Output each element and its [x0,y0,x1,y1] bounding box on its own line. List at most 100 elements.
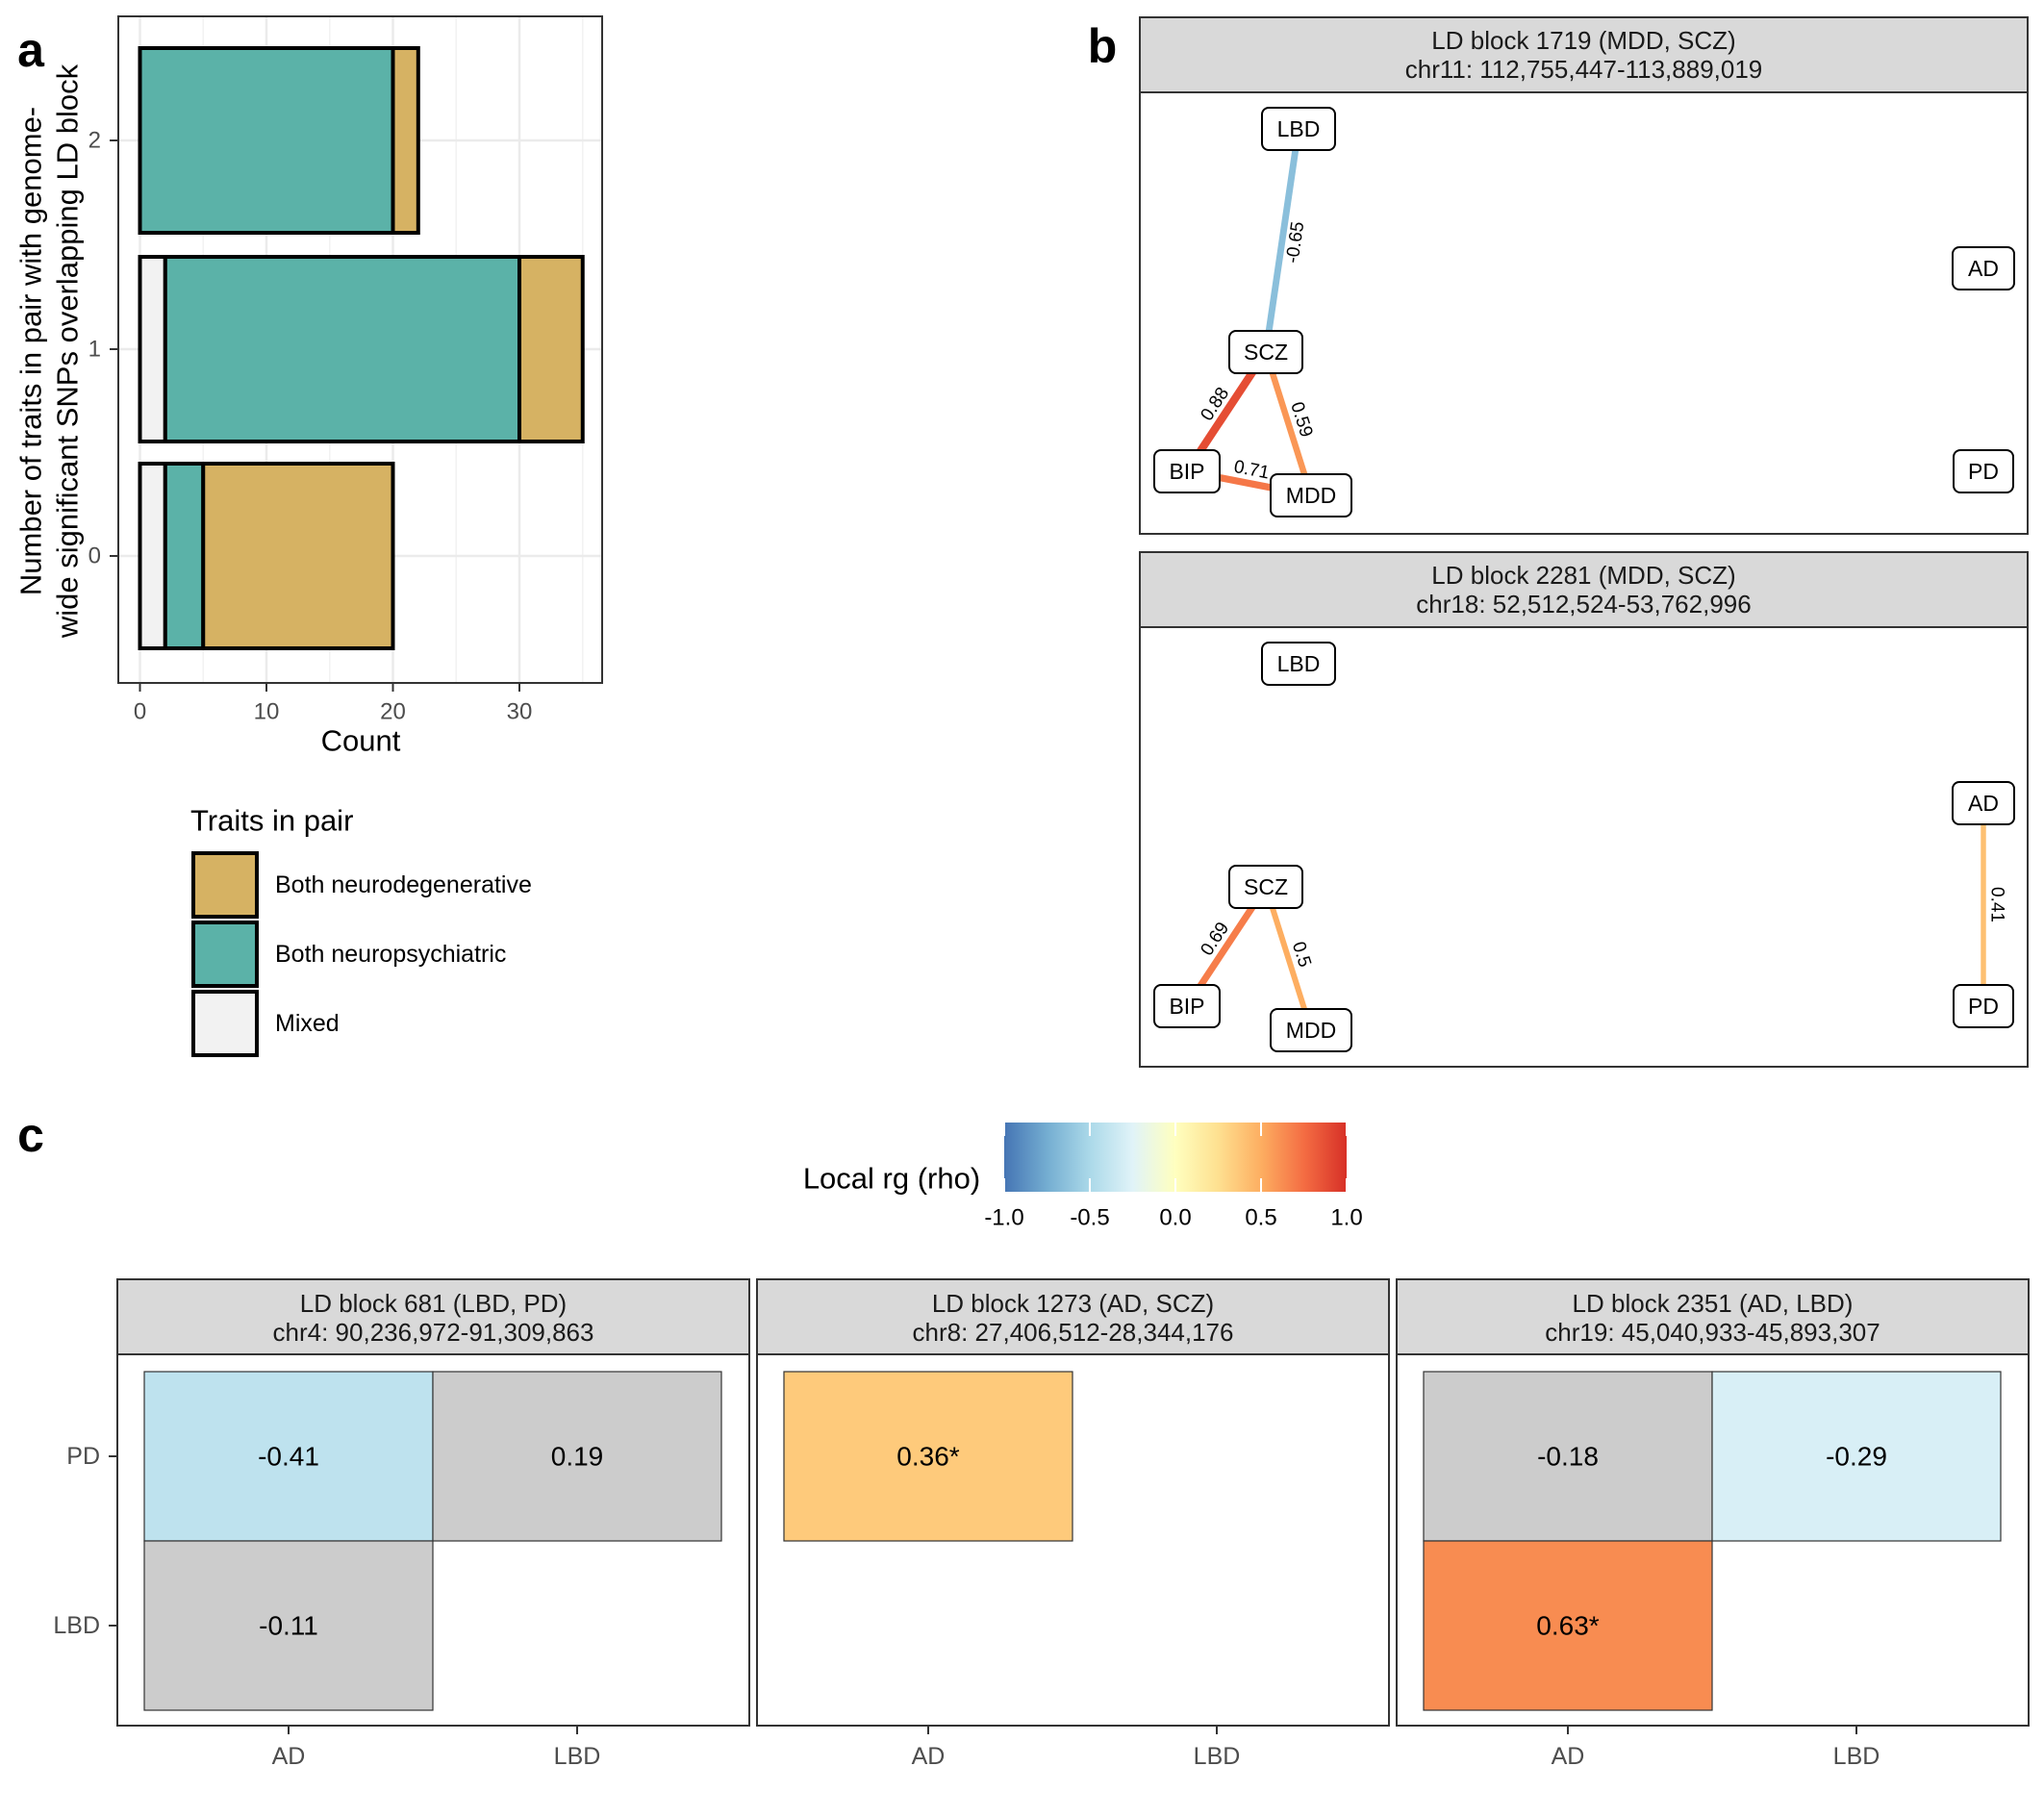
heatmap-cell [783,1371,1073,1542]
x-tick-label: 10 [254,699,280,725]
cell-label: -0.29 [1826,1442,1887,1472]
heatmap-cell [1423,1540,1713,1711]
node-label: AD [1968,256,1999,281]
node-label: LBD [1277,651,1321,676]
node-label: MDD [1286,483,1336,508]
heatmap-cell [1423,1371,1713,1542]
node-label: SCZ [1244,874,1288,899]
heatmap-cell [143,1371,434,1542]
legend-key [191,990,259,1057]
facet-title: LD block 2281 (MDD, SCZ) [1431,561,1735,590]
x-tick-label: AD [912,1743,946,1770]
node-label: PD [1968,994,1999,1019]
colorbar-title: Local rg (rho) [803,1162,980,1196]
cell-label: -0.11 [259,1611,318,1641]
facet-subtitle: chr8: 27,406,512-28,344,176 [913,1318,1234,1347]
cell-label: -0.18 [1537,1442,1599,1472]
colorbar-tick-label: 0.5 [1245,1205,1276,1231]
network-node [1228,865,1303,909]
legend-key [191,851,259,919]
facet-title: LD block 1719 (MDD, SCZ) [1431,26,1735,55]
legend-label: Both neurodegenerative [275,871,532,898]
x-tick-label: 20 [380,699,406,725]
heatmap-panel: LD block 681 (LBD, PD)chr4: 90,236,972-9… [116,1278,750,1770]
bar-segment [138,46,395,235]
heatmap-panel: LD block 2351 (AD, LBD)chr19: 45,040,933… [1396,1278,2030,1770]
network-node [1952,781,2015,825]
facet-title: LD block 1273 (AD, SCZ) [932,1289,1214,1318]
y-tick-label: 0 [88,543,101,569]
colorbar-tick-label: -1.0 [984,1205,1023,1231]
y-tick-label: 1 [88,337,101,363]
network-panel: LD block 2281 (MDD, SCZ)chr18: 52,512,52… [1139,551,2029,1068]
legend-label: Both neuropsychiatric [275,941,506,968]
cell-label: 0.36* [896,1442,959,1472]
bar-segment [163,255,522,443]
node-label: PD [1968,459,1999,484]
node-label: AD [1968,791,1999,816]
bar-legend: Traits in pair Both neurodegenerative Both… [190,804,532,1057]
network-edge [1262,125,1302,356]
x-tick-label: 0 [134,699,146,725]
heatmap-cell [432,1371,722,1542]
x-tick-label: AD [1552,1743,1585,1770]
y-tick-label: 2 [88,128,101,154]
node-label: SCZ [1244,340,1288,365]
node-label: BIP [1169,459,1204,484]
network-node [1153,449,1221,493]
facet-strip [1139,551,2029,628]
network-node [1261,642,1336,686]
y-axis-title-line: wide significant SNPs overlapping LD blo… [51,63,85,639]
y-tick-label: LBD [53,1612,100,1639]
bar-chart: 0 10 20 30 0 1 2 Count Number of traits in pair … [14,15,603,758]
colorbar-tick-label: 1.0 [1330,1205,1362,1231]
x-axis-title: Count [321,724,401,758]
node-label: LBD [1277,116,1321,141]
bar-segment [138,462,167,650]
facet-strip [1139,16,2029,93]
facet-title: LD block 2351 (AD, LBD) [1573,1289,1854,1318]
heatmap-y-axis: PD LBD [53,1443,117,1639]
panel-label-c: c [17,1108,44,1162]
cell-label: -0.41 [258,1442,319,1472]
facet-strip [116,1278,750,1355]
heatmap-cell [1711,1371,2002,1542]
panel-label-b: b [1088,19,1118,73]
y-tick-label: PD [66,1443,100,1470]
colorbar: Local rg (rho)-1.0 -0.5 0.0 0.5 1.0 [803,1123,1363,1231]
edge-label: 0.41 [1987,887,2007,922]
heatmap-panel: LD block 1273 (AD, SCZ)chr8: 27,406,512-… [756,1278,1390,1770]
network-edge [1262,348,1315,499]
y-axis-title: Number of traits in pair with genome-wid… [14,63,85,639]
colorbar-tick-label: -0.5 [1070,1205,1109,1231]
network-node [1228,330,1303,374]
bar-segment [201,462,395,650]
facet-subtitle: chr4: 90,236,972-91,309,863 [273,1318,594,1347]
cell-label: 0.63* [1536,1611,1599,1641]
x-tick-label: 30 [507,699,533,725]
x-tick-label: LBD [1194,1743,1241,1770]
network-node [1270,473,1352,517]
network-node [1270,1008,1352,1052]
bar-segment [138,255,167,443]
facet-strip [1396,1278,2030,1355]
colorbar-tick-label: 0.0 [1159,1205,1191,1231]
network-panel: LD block 1719 (MDD, SCZ)chr11: 112,755,4… [1139,16,2029,535]
facet-title: LD block 681 (LBD, PD) [300,1289,567,1318]
facet-subtitle: chr19: 45,040,933-45,893,307 [1545,1318,1880,1347]
network-edge [1263,884,1314,1033]
network-node [1153,984,1221,1028]
x-tick-label: LBD [1833,1743,1880,1770]
x-tick-label: LBD [554,1743,601,1770]
bar-segment [163,462,206,650]
cell-label: 0.19 [551,1442,604,1472]
node-label: MDD [1286,1018,1336,1043]
legend-label: Mixed [275,1010,340,1037]
legend-title: Traits in pair [190,804,353,838]
node-label: BIP [1169,994,1204,1019]
network-area [1139,626,2029,1068]
network-node [1953,449,2014,493]
facet-strip [756,1278,1390,1355]
network-area [1139,91,2029,535]
